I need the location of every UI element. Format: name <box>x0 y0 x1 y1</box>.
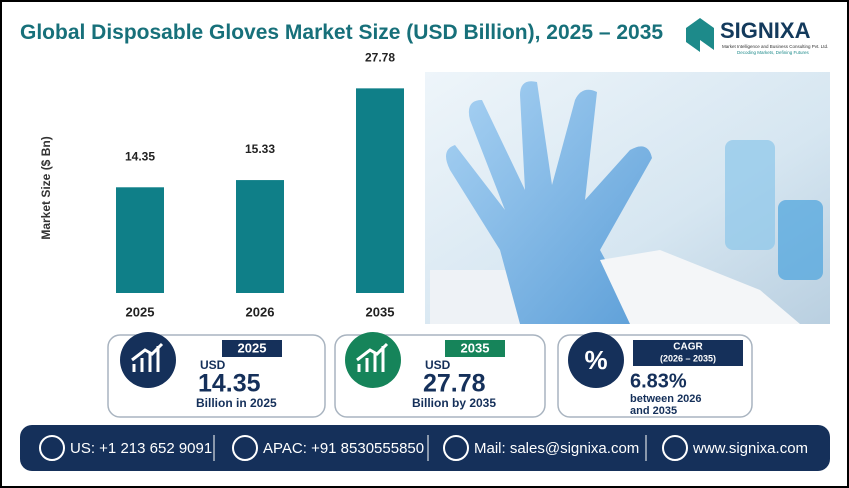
data-label: 27.78 <box>365 51 395 65</box>
card-badge: 2025 <box>238 340 267 355</box>
card-caption: Billion by 2035 <box>412 396 496 410</box>
data-label: 14.35 <box>125 149 155 163</box>
footer-apac: APAC: +91 8530555850 <box>263 440 424 457</box>
footer-web: www.signixa.com <box>692 440 808 457</box>
footer: US: +1 213 652 9091 APAC: +91 8530555850… <box>20 425 830 471</box>
card: 2035 USD 27.78 Billion by 2035 <box>334 332 546 418</box>
x-tick-label: 2025 <box>126 304 155 319</box>
card-icon: % <box>584 345 607 375</box>
data-label: 15.33 <box>245 142 275 156</box>
y-axis-label: Market Size ($ Bn) <box>39 136 53 239</box>
card-value: 14.35 <box>198 370 261 398</box>
logo-name: SIGNIXA <box>720 18 811 43</box>
footer-mail: Mail: sales@signixa.com <box>474 440 639 457</box>
chart-title: Global Disposable Gloves Market Size (US… <box>20 21 664 44</box>
card-badge: 2035 <box>461 340 490 355</box>
card-unit: USD <box>200 358 226 372</box>
logo: SIGNIXA Market Intelligence and Business… <box>686 18 828 55</box>
card: % CAGR (2026 – 2035) 6.83% between 2026 … <box>557 332 753 418</box>
x-tick-label: 2026 <box>246 304 275 319</box>
photo <box>425 72 830 324</box>
card-caption: between 2026 <box>630 393 702 405</box>
card-caption: Billion in 2025 <box>196 396 277 410</box>
logo-motto: Decoding Markets, Defining Futures <box>737 50 810 55</box>
card: 2025 USD 14.35 Billion in 2025 <box>107 332 326 418</box>
x-tick-label: 2035 <box>366 304 395 319</box>
bar <box>356 88 404 293</box>
card-unit: USD <box>425 358 451 372</box>
logo-tagline: Market Intelligence and Business Consult… <box>722 44 828 49</box>
card-value: 6.83% <box>630 370 687 392</box>
footer-us: US: +1 213 652 9091 <box>70 440 212 457</box>
card-value: 27.78 <box>423 370 486 398</box>
bar <box>236 180 284 293</box>
card-badge: CAGR <box>673 342 703 353</box>
bar <box>116 187 164 293</box>
card-sub: (2026 – 2035) <box>660 353 716 363</box>
card-caption: and 2035 <box>630 405 677 417</box>
